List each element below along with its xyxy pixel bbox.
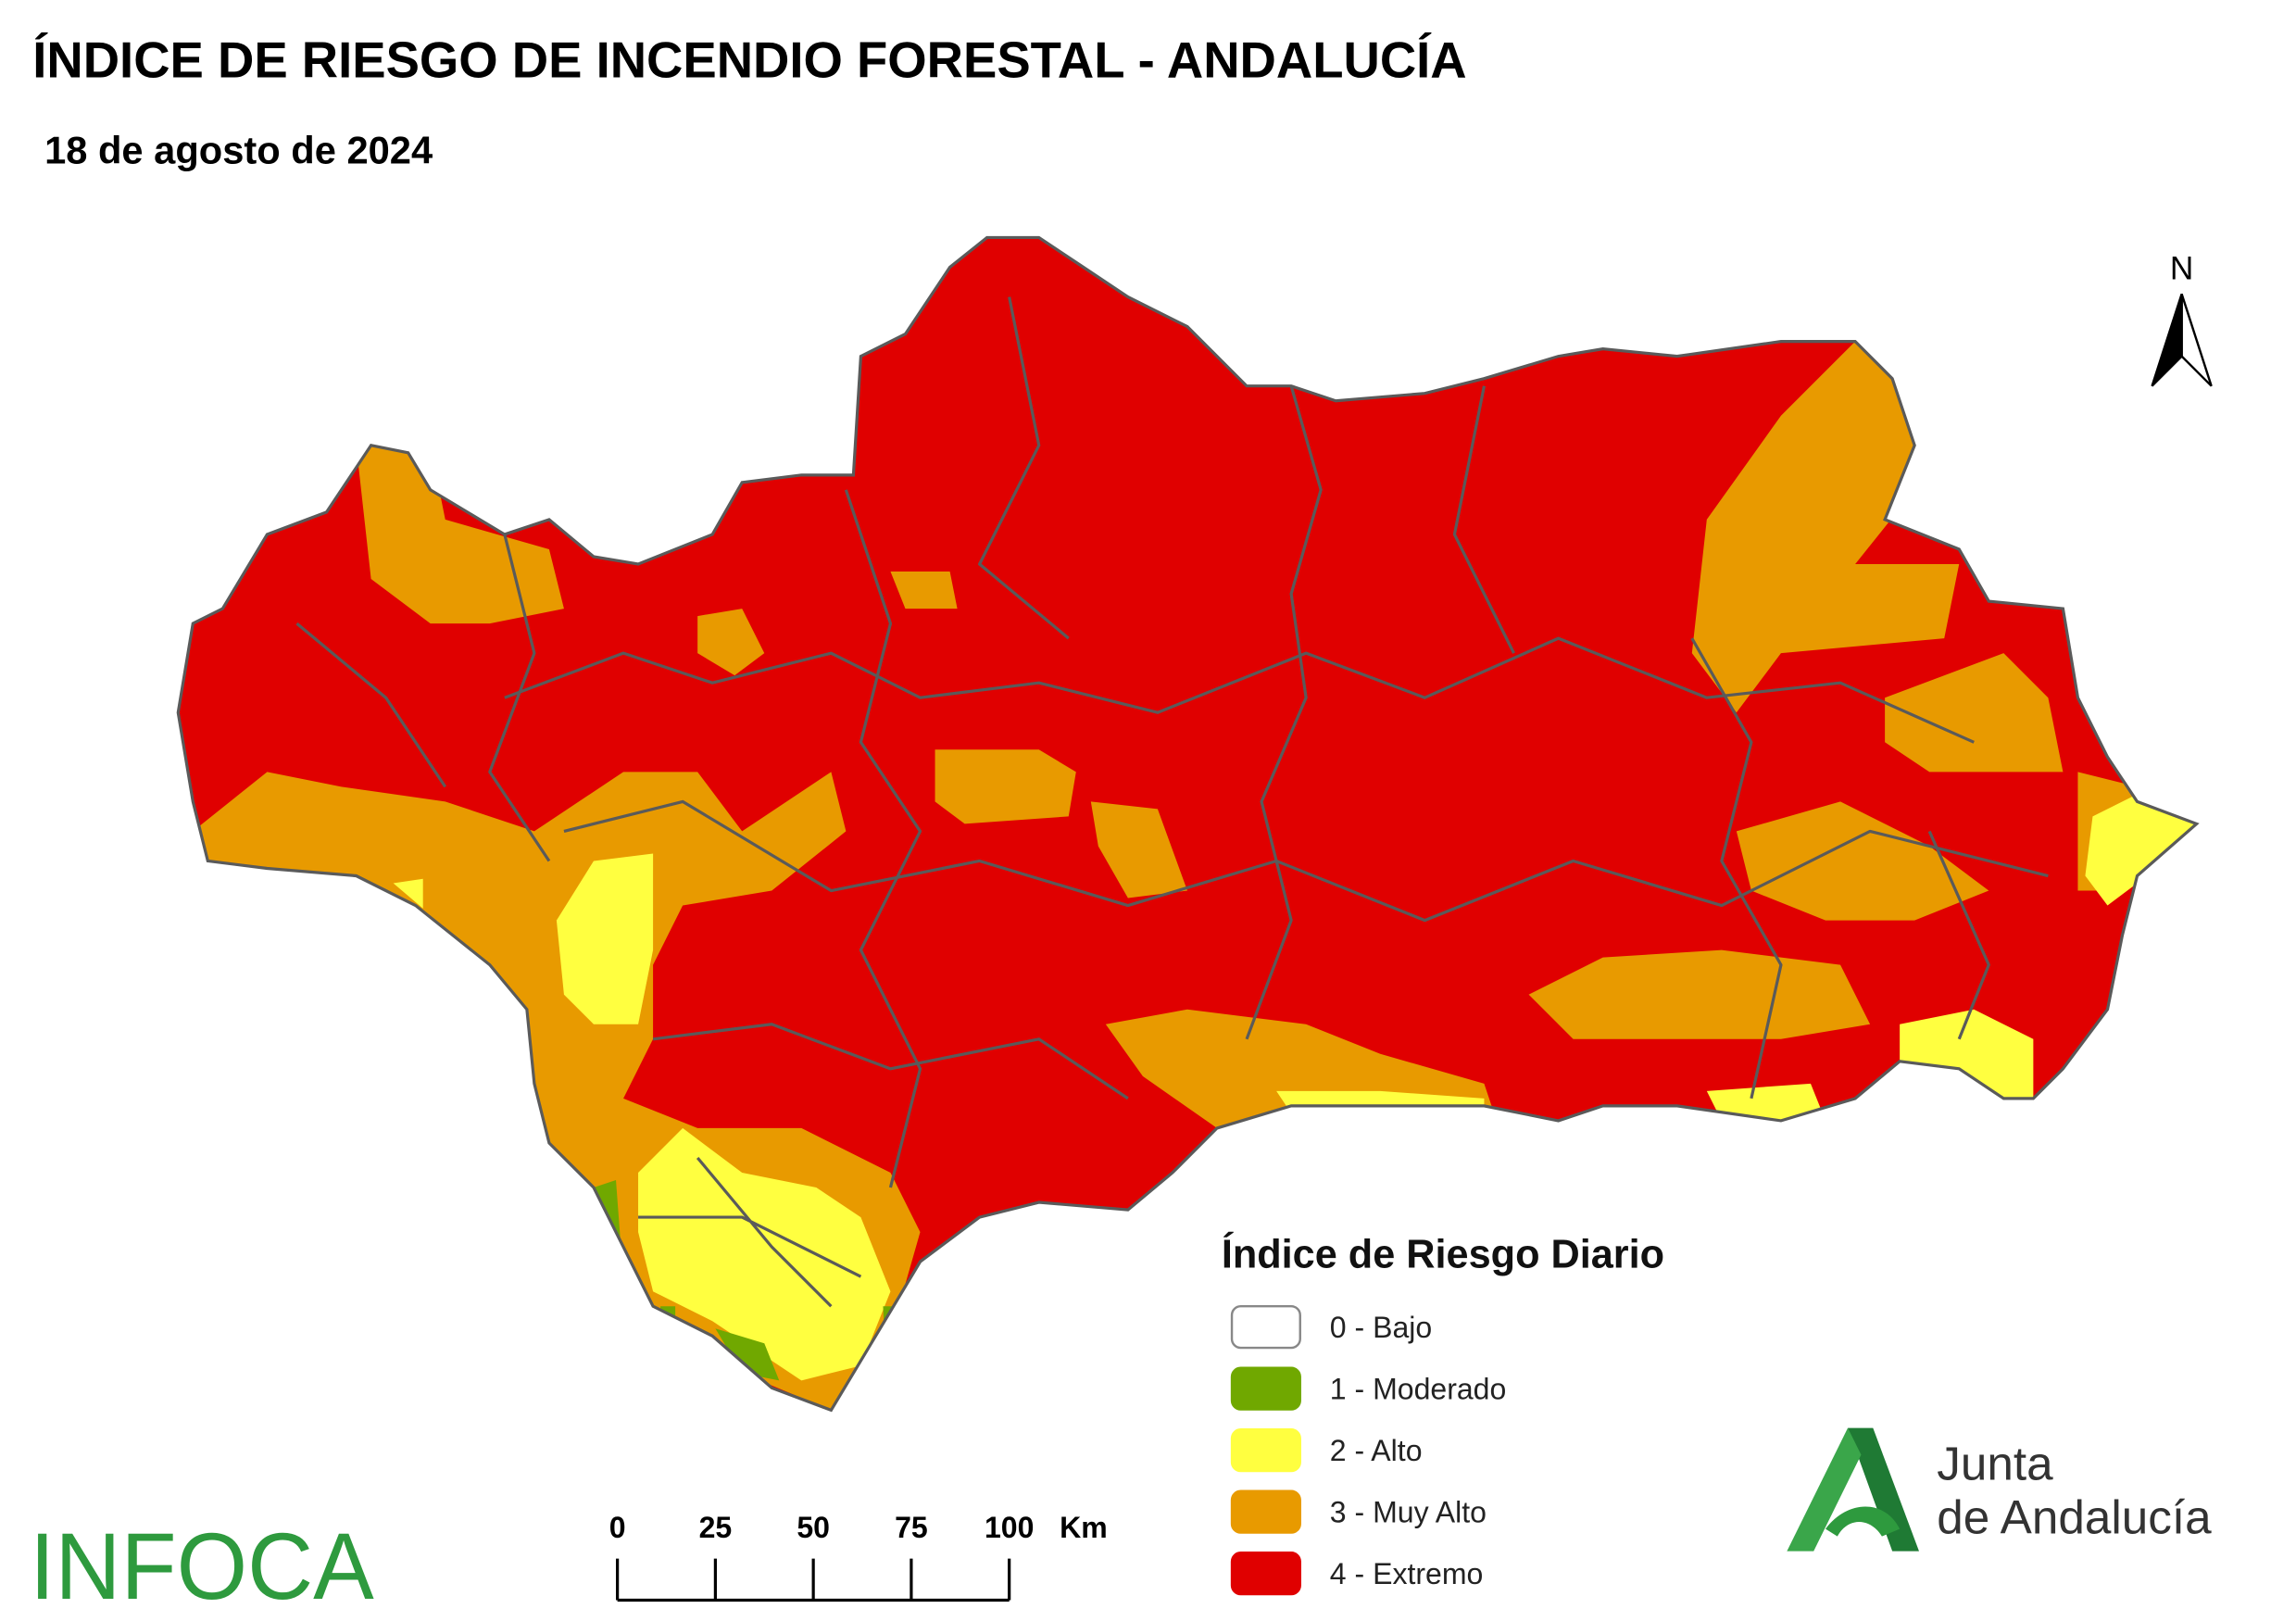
risk-area xyxy=(1736,801,1989,921)
junta-logo-text: de Andalucía xyxy=(1937,1490,2212,1543)
scale-bar: 0 25 50 75 100 Km xyxy=(609,1511,1108,1602)
legend-label: 0 - Bajo xyxy=(1330,1311,1432,1344)
legend-swatch xyxy=(1230,1305,1301,1350)
boundary xyxy=(638,1156,862,1308)
legend-swatch xyxy=(1230,1489,1301,1534)
boundary xyxy=(295,296,1990,1040)
risk-area xyxy=(1691,341,1960,713)
legend-title: Índice de Riesgo Diario xyxy=(1222,1233,1664,1277)
boundary xyxy=(1690,637,1783,1100)
legend-label: 3 - Muy Alto xyxy=(1330,1495,1487,1528)
scale-tick-label: 75 xyxy=(895,1511,928,1544)
legend-label: 4 - Extremo xyxy=(1330,1557,1484,1590)
risk-area xyxy=(883,1306,909,1344)
north-label: N xyxy=(2170,250,2193,286)
risk-area xyxy=(935,749,1076,824)
scale-unit: Km xyxy=(1060,1511,1108,1544)
risk-area xyxy=(393,878,423,909)
risk-area xyxy=(715,1328,780,1381)
boundary xyxy=(1245,385,1323,1040)
legend: 0 - Bajo 1 - Moderado 2 - Alto 3 - Muy Alto… xyxy=(1230,1305,1507,1596)
risk-area xyxy=(1900,1009,2034,1106)
risk-map xyxy=(178,237,2197,1411)
infoca-logo: INFOCA xyxy=(30,1513,374,1619)
risk-area xyxy=(1706,1083,1826,1121)
risk-area xyxy=(556,853,654,1024)
scale-tick-label: 0 xyxy=(609,1511,626,1544)
map-date: 18 de agosto de 2024 xyxy=(44,128,433,171)
scale-tick-label: 25 xyxy=(699,1511,733,1544)
legend-swatch xyxy=(1230,1428,1301,1473)
risk-area xyxy=(697,609,765,676)
scale-tick-label: 100 xyxy=(985,1511,1034,1544)
boundary xyxy=(504,636,1975,744)
risk-area xyxy=(356,445,564,624)
legend-label: 1 - Moderado xyxy=(1330,1372,1507,1405)
risk-area xyxy=(2085,794,2197,906)
legend-swatch xyxy=(1230,1366,1301,1411)
legend-label: 2 - Alto xyxy=(1330,1434,1423,1467)
risk-area xyxy=(1090,801,1187,898)
risk-area xyxy=(890,572,958,609)
junta-logo-mark xyxy=(1787,1427,1919,1552)
north-arrow xyxy=(2180,293,2213,387)
north-arrow xyxy=(2151,293,2183,387)
risk-area xyxy=(638,1127,891,1381)
boundary xyxy=(488,534,551,862)
map-title: ÍNDICE DE RIESGO DE INCENDIO FORESTAL - … xyxy=(32,31,1466,88)
scale-tick-label: 50 xyxy=(797,1511,830,1544)
boundary xyxy=(844,489,922,1188)
junta-logo-text: Junta xyxy=(1937,1438,2053,1490)
legend-swatch xyxy=(1230,1552,1301,1596)
boundary xyxy=(652,1023,1129,1100)
risk-area xyxy=(1885,653,2064,773)
risk-area xyxy=(1528,949,1871,1039)
